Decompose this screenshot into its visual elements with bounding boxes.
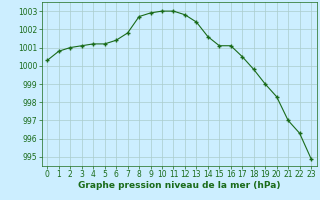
- X-axis label: Graphe pression niveau de la mer (hPa): Graphe pression niveau de la mer (hPa): [78, 181, 280, 190]
